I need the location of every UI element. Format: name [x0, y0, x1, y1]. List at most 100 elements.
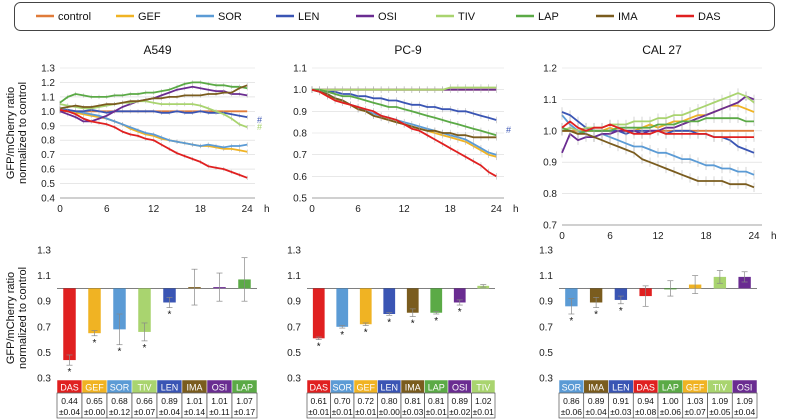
table-value: 0.66	[136, 396, 153, 406]
table-value-cell	[131, 392, 158, 419]
y-tick-label: 0.9	[293, 107, 307, 118]
bar-chart-2: 0.30.50.70.91.11.3*DAS0.61±0.01*SOR0.70±…	[287, 246, 496, 419]
table-header-label: GEF	[356, 383, 375, 393]
y-tick-label: 1.3	[539, 246, 553, 257]
y-tick-label: 0.7	[293, 150, 307, 161]
significance-star: *	[569, 316, 573, 327]
bar-len	[614, 288, 628, 300]
x-axis-unit: h	[771, 231, 777, 242]
table-error: ±0.05	[709, 407, 730, 417]
legend-label: LEN	[298, 11, 319, 23]
y-tick-label: 0.6	[41, 165, 55, 176]
series-line	[562, 129, 755, 189]
table-header-label: LAP	[662, 383, 679, 393]
bar-osi	[453, 288, 466, 303]
table-header-label: OSI	[737, 383, 753, 393]
table-value-cell	[682, 392, 708, 419]
y-tick-label: 0.7	[543, 221, 557, 232]
significance-star: *	[317, 342, 321, 353]
y-tick-label: 0.5	[287, 348, 301, 359]
bar-chart-1: 0.30.50.70.91.11.3*DAS0.44±0.04*GEF0.65±…	[37, 246, 258, 419]
y-tick-label: 1.1	[287, 271, 301, 282]
bar-ima	[589, 288, 603, 303]
table-value: 0.80	[381, 396, 398, 406]
table-value: 0.91	[613, 396, 630, 406]
legend-item-ima: IMA	[596, 11, 638, 23]
table-header-label: SOR	[562, 383, 582, 393]
table-error: ±0.01	[473, 407, 494, 417]
table-value: 0.89	[588, 396, 605, 406]
table-error: ±0.17	[234, 407, 255, 417]
y-tick-label: 1.1	[293, 64, 307, 75]
x-tick-label: 6	[104, 204, 110, 215]
legend-label: LAP	[538, 11, 559, 23]
series-line	[312, 88, 497, 137]
significance-star: *	[68, 367, 72, 378]
y-tick-label: 1.2	[41, 78, 55, 89]
x-tick-label: 18	[700, 231, 712, 242]
series-ima	[59, 83, 248, 111]
y-tick-label: 1.1	[37, 271, 51, 282]
hash-mark: #	[506, 125, 511, 135]
table-error: ±0.01	[426, 407, 447, 417]
table-error: ±0.04	[586, 407, 607, 417]
x-tick-label: 0	[559, 231, 565, 242]
table-value: 1.00	[662, 396, 679, 406]
y-tick-label: 0.6	[293, 172, 307, 183]
x-tick-label: 0	[309, 204, 315, 215]
table-value: 0.65	[86, 396, 103, 406]
x-tick-label: 18	[195, 204, 207, 215]
significance-star: *	[411, 319, 415, 330]
y-tick-label: 1.3	[287, 246, 301, 257]
table-header-label: TIV	[713, 383, 727, 393]
table-error: ±0.01	[332, 407, 353, 417]
y-tick-label: 1.3	[41, 64, 55, 75]
y-axis-label-line1: GFP/mCherry ratio	[5, 272, 17, 364]
y-tick-label: 0.5	[41, 179, 55, 190]
x-tick-label: 12	[148, 204, 160, 215]
table-header-label: IMA	[186, 383, 202, 393]
table-header-label: LAP	[428, 383, 445, 393]
table-value: 0.44	[61, 396, 78, 406]
bar-chart-3: 0.30.50.70.91.11.3*SOR0.86±0.06*IMA0.89±…	[539, 246, 758, 419]
series-line	[59, 107, 248, 153]
table-value-cell	[81, 392, 108, 419]
bar-osi	[738, 276, 751, 289]
table-value: 1.01	[186, 396, 203, 406]
table-value-cell	[231, 392, 258, 419]
significance-star: *	[364, 328, 368, 339]
table-header-label: GEF	[85, 383, 104, 393]
table-error: ±0.07	[685, 407, 706, 417]
table-value-cell	[657, 392, 684, 419]
table-error: ±0.11	[209, 407, 230, 417]
table-error: ±0.12	[109, 407, 130, 417]
significance-star: *	[118, 347, 122, 358]
table-value: 0.68	[111, 396, 128, 406]
y-tick-label: 0.5	[539, 348, 553, 359]
bar-ima	[406, 288, 419, 313]
table-header-label: OSI	[452, 383, 468, 393]
table-value: 0.72	[357, 396, 374, 406]
table-error: ±0.01	[355, 407, 376, 417]
chart-title: A549	[143, 43, 171, 57]
table-error: ±0.14	[184, 407, 205, 417]
y-tick-label: 0.3	[287, 374, 301, 385]
x-axis-unit: h	[513, 204, 519, 215]
table-value: 1.09	[712, 396, 729, 406]
chart-title: PC-9	[394, 43, 422, 57]
bar-gef	[359, 288, 372, 325]
legend-label: SOR	[218, 11, 242, 23]
y-tick-label: 0.7	[287, 322, 301, 333]
y-tick-label: 0.7	[539, 322, 553, 333]
table-header-label: GEF	[686, 383, 705, 393]
table-value: 1.09	[736, 396, 753, 406]
legend: control GEF SOR LEN OSI TIV LAP IMA DAS	[14, 2, 775, 31]
series-das	[59, 107, 248, 180]
table-value-cell	[106, 392, 133, 419]
y-tick-label: 0.9	[41, 121, 55, 132]
series-das	[311, 86, 497, 180]
y-tick-label: 1.1	[543, 95, 557, 106]
y-tick-label: 0.9	[37, 297, 51, 308]
x-tick-label: 12	[652, 231, 664, 242]
y-tick-label: 0.3	[539, 374, 553, 385]
